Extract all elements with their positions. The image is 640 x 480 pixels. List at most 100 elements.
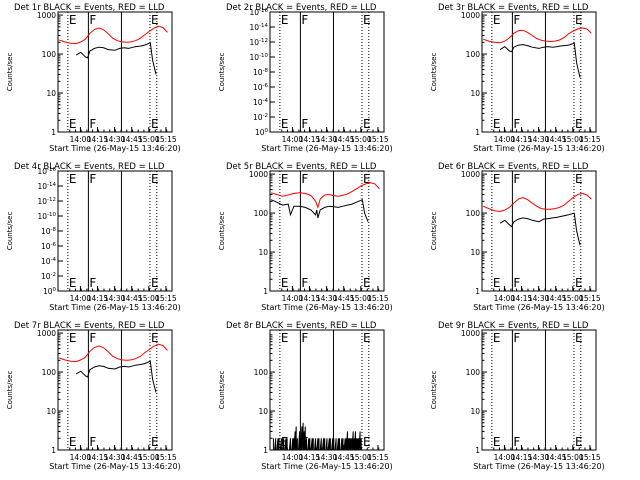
y-tick-label: 10-2 <box>253 113 268 122</box>
y-tick-label: 10-6 <box>41 242 57 251</box>
x-tick-label: 14:15 <box>87 294 109 303</box>
y-tick-label: 100 <box>466 50 481 59</box>
x-tick-label: 14:45 <box>545 135 567 144</box>
y-tick-label: 1 <box>51 128 56 137</box>
y-tick-label: 1000 <box>37 329 56 338</box>
marker-label-top: E <box>493 172 501 186</box>
marker-label-bottom: F <box>513 276 520 290</box>
y-tick-label: 10-6 <box>253 83 269 92</box>
x-tick-label: 14:00 <box>70 294 92 303</box>
x-tick-label: 14:00 <box>282 294 304 303</box>
y-axis-label: Counts/sec <box>430 212 438 251</box>
marker-label-bottom: E <box>69 117 77 131</box>
y-axis-label: Counts/sec <box>218 53 226 92</box>
x-tick-label: 14:30 <box>528 135 550 144</box>
y-axis-label: Counts/sec <box>430 371 438 410</box>
y-tick-label: 10 <box>258 248 268 257</box>
marker-label-bottom: F <box>301 117 308 131</box>
y-tick-label: 1 <box>475 287 480 296</box>
panel-title: Det 3r BLACK = Events, RED = LLD <box>438 3 589 13</box>
y-tick-label: 1000 <box>461 170 480 179</box>
series-lld <box>482 27 592 44</box>
panel-title: Det 8r BLACK = Events, RED = LLD <box>226 321 377 331</box>
panel-4: Det 4r BLACK = Events, RED = LLD 100 10-2 1… <box>6 162 181 312</box>
x-tick-label: 15:15 <box>579 294 601 303</box>
marker-label-top: E <box>151 331 159 345</box>
y-tick-label: 10-16 <box>37 167 56 176</box>
x-tick-label: 14:30 <box>528 294 550 303</box>
y-tick-label: 1 <box>475 128 480 137</box>
x-tick-label: 14:00 <box>494 294 516 303</box>
y-tick-label: 100 <box>254 209 269 218</box>
y-axis-label: Counts/sec <box>218 212 226 251</box>
marker-label-bottom: E <box>575 435 583 449</box>
panel-title: Det 9r BLACK = Events, RED = LLD <box>438 321 589 331</box>
marker-label-top: F <box>301 172 308 186</box>
marker-label-bottom: F <box>89 276 96 290</box>
y-tick-label: 1000 <box>37 11 56 20</box>
x-tick-label: 15:15 <box>155 453 177 462</box>
marker-label-bottom: E <box>281 435 289 449</box>
marker-label-top: E <box>281 13 289 27</box>
x-tick-label: 14:15 <box>299 294 321 303</box>
marker-label-top: F <box>89 172 96 186</box>
marker-label-bottom: E <box>493 117 501 131</box>
marker-label-top: F <box>301 331 308 345</box>
y-tick-label: 1 <box>263 446 268 455</box>
x-axis-label: Start Time (26-May-15 13:46:20) <box>473 144 604 153</box>
x-tick-label: 15:00 <box>138 135 160 144</box>
y-tick-label: 10 <box>46 407 56 416</box>
marker-label-bottom: E <box>69 276 77 290</box>
marker-label-bottom: E <box>281 276 289 290</box>
x-tick-label: 15:00 <box>562 453 584 462</box>
x-tick-label: 14:45 <box>333 135 355 144</box>
marker-label-bottom: E <box>363 435 371 449</box>
x-tick-label: 14:45 <box>121 453 143 462</box>
x-tick-label: 14:45 <box>121 294 143 303</box>
x-tick-label: 14:45 <box>545 294 567 303</box>
y-tick-label: 1 <box>263 287 268 296</box>
panel-3: Det 3r BLACK = Events, RED = LLD 1 10 100 10… <box>430 3 605 153</box>
panel-7: Det 7r BLACK = Events, RED = LLD 1 10 100 10… <box>6 321 181 471</box>
x-tick-label: 14:45 <box>545 453 567 462</box>
x-tick-label: 14:00 <box>494 453 516 462</box>
plot-frame <box>269 170 385 292</box>
series-lld <box>58 343 168 363</box>
marker-label-bottom: E <box>363 276 371 290</box>
marker-label-top: E <box>151 172 159 186</box>
marker-label-top: E <box>493 331 501 345</box>
x-tick-label: 14:00 <box>70 135 92 144</box>
y-tick-label: 10-12 <box>37 197 56 206</box>
y-tick-label: 1 <box>51 446 56 455</box>
plot-frame <box>481 329 597 451</box>
x-tick-label: 15:00 <box>350 294 372 303</box>
marker-label-top: E <box>69 13 77 27</box>
marker-label-top: E <box>281 331 289 345</box>
marker-label-top: F <box>513 172 520 186</box>
panel-8: Det 8r BLACK = Events, RED = LLD 1 10 100 Co… <box>218 321 393 471</box>
x-tick-label: 14:30 <box>528 453 550 462</box>
x-tick-label: 14:00 <box>494 135 516 144</box>
marker-label-top: E <box>363 172 371 186</box>
marker-label-top: E <box>575 13 583 27</box>
x-tick-label: 14:15 <box>299 135 321 144</box>
panel-title: Det 6r BLACK = Events, RED = LLD <box>438 162 589 172</box>
x-tick-label: 14:15 <box>299 453 321 462</box>
y-axis-label: Counts/sec <box>6 53 14 92</box>
marker-label-top: E <box>493 13 501 27</box>
marker-label-bottom: E <box>151 435 159 449</box>
plot-frame <box>481 170 597 292</box>
y-tick-label: 10-10 <box>249 53 268 62</box>
marker-label-bottom: E <box>575 117 583 131</box>
y-tick-label: 100 <box>466 209 481 218</box>
series-events <box>75 42 157 75</box>
plot-frame <box>57 11 173 133</box>
x-tick-label: 14:30 <box>104 135 126 144</box>
x-tick-label: 14:45 <box>333 453 355 462</box>
x-tick-label: 14:15 <box>87 135 109 144</box>
x-tick-label: 14:30 <box>316 453 338 462</box>
y-tick-label: 10 <box>258 407 268 416</box>
x-tick-label: 14:30 <box>316 135 338 144</box>
x-tick-label: 14:45 <box>121 135 143 144</box>
y-tick-label: 10 <box>470 89 480 98</box>
